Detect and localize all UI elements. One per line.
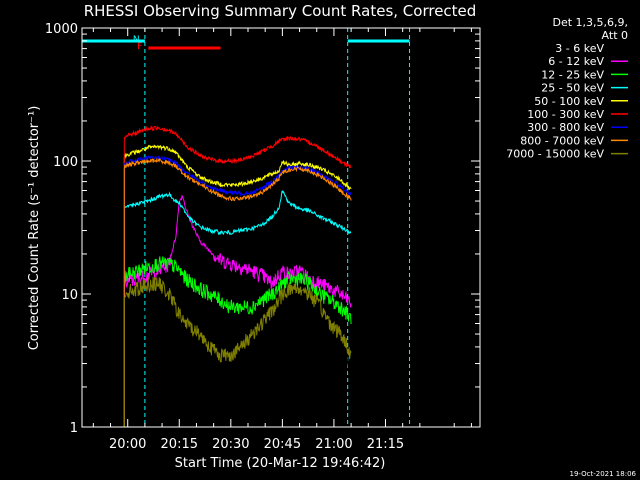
x-axis-label: Start Time (20-Mar-12 19:46:42) [175,456,386,471]
x-tick-label: 20:00 [109,437,146,452]
y-tick-label: 1 [70,421,78,436]
legend-label-100-300-kev: 100 - 300 keV [527,108,604,121]
legend-label-25-50-kev: 25 - 50 keV [541,82,604,95]
axes: 20:00 20:15 20:30 20:45 21:00 21:15 1 10 100 1000 [45,22,480,452]
x-tick-label: 21:00 [315,437,352,452]
x-tick-label: 20:45 [264,437,301,452]
legend-label-300-800-kev: 300 - 800 keV [527,121,604,134]
flag-label-f: F [137,42,142,52]
legend-label-6-12-kev: 6 - 12 keV [548,55,604,68]
y-axis-label: Corrected Count Rate (s⁻¹ detector⁻¹) [27,106,42,351]
series-line-12-25-kev [123,256,352,427]
legend-label-50-100-kev: 50 - 100 keV [534,95,604,108]
legend-label-12-25-kev: 12 - 25 keV [541,68,604,81]
flag-label-n: N [133,35,140,45]
series-line-800-7000-kev [123,157,352,427]
y-tick-label: 10 [61,288,78,303]
series-line-7000-15000-kev [123,276,352,427]
x-tick-label: 20:30 [212,437,249,452]
legend-label-7000-15000-kev: 7000 - 15000 keV [506,148,604,161]
series-line-25-50-kev [123,190,352,427]
series-line-50-100-kev [123,144,352,427]
timestamp: 19-Oct-2021 18:06 [570,470,637,478]
x-tick-label: 21:15 [367,437,404,452]
y-tick-label: 1000 [45,22,78,37]
series-line-300-800-kev [123,155,352,427]
y-tick-label: 100 [53,155,78,170]
x-tick-label: 20:15 [161,437,198,452]
chart-title: RHESSI Observing Summary Count Rates, Co… [84,2,477,20]
legend-label-800-7000-kev: 800 - 7000 keV [520,134,604,147]
data-series [123,125,352,427]
legend-header-line-1: Det 1,3,5,6,9, [552,16,628,29]
series-line-100-300-kev [123,125,352,427]
plot-frame [81,27,481,428]
legend-label-3-6-kev: 3 - 6 keV [555,42,604,55]
flag-markers: NF [133,35,221,52]
legend-header-line-2: Att 0 [602,29,628,42]
night-intervals [82,28,411,427]
